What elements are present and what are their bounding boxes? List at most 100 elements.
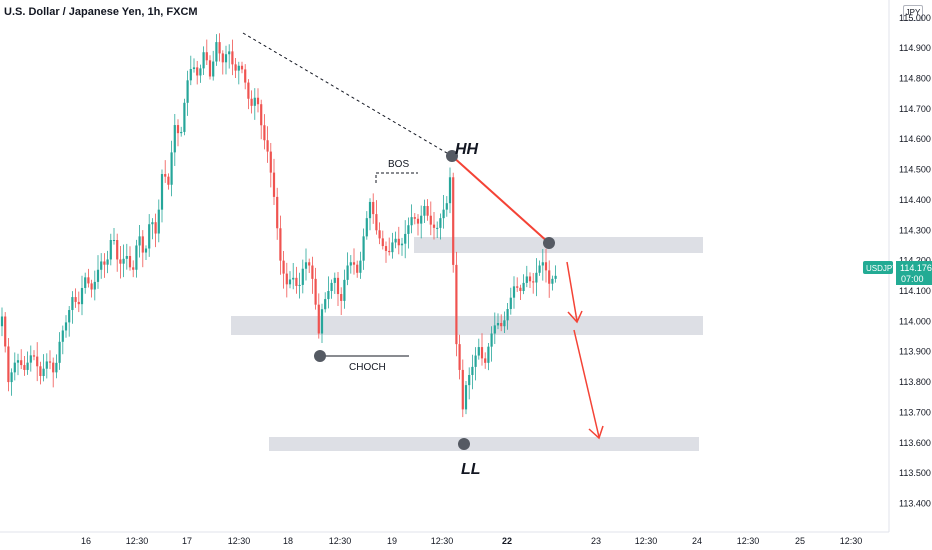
candle-body xyxy=(394,238,397,243)
candle-body xyxy=(192,67,196,70)
y-tick-label: 114.500 xyxy=(899,165,931,175)
y-tick-label: 115.000 xyxy=(899,13,931,23)
candle-body xyxy=(516,286,519,288)
candle-body xyxy=(356,264,359,273)
candle-body xyxy=(221,53,224,63)
candle-body xyxy=(144,248,148,253)
price-tag-countdown: 07:00 xyxy=(901,274,924,284)
candle-body xyxy=(7,346,10,383)
lower-high-line[interactable] xyxy=(451,155,550,244)
candle-body xyxy=(189,69,192,81)
candle-body xyxy=(253,97,256,106)
bos-line[interactable] xyxy=(375,172,418,183)
x-tick-label: 12:30 xyxy=(228,536,251,546)
candle-body xyxy=(186,80,189,103)
candle-body xyxy=(116,240,119,260)
candle-body xyxy=(266,140,269,152)
y-tick-label: 113.600 xyxy=(899,438,931,448)
candle-body xyxy=(36,356,39,367)
candle-body xyxy=(343,279,346,301)
candle-body xyxy=(132,267,135,270)
candle-body xyxy=(52,362,55,373)
projection-arrows[interactable] xyxy=(566,261,604,440)
candle-body xyxy=(32,355,36,357)
candle-body xyxy=(452,177,455,265)
x-tick-label: 19 xyxy=(387,536,397,546)
choch-point[interactable] xyxy=(314,350,326,362)
candle-body xyxy=(151,222,154,225)
candle-body xyxy=(311,265,314,279)
lower-high-point[interactable] xyxy=(543,237,555,249)
price-tag-value-box xyxy=(896,261,932,285)
candle-body xyxy=(96,269,100,282)
candle-body xyxy=(45,361,48,369)
candle-body xyxy=(160,174,164,210)
candle-body xyxy=(48,361,52,363)
ll-point[interactable] xyxy=(458,438,470,450)
x-tick-label: 12:30 xyxy=(126,536,149,546)
candle-body xyxy=(359,260,362,273)
candle-body xyxy=(157,209,160,234)
candle-body xyxy=(208,60,212,77)
candle-body xyxy=(493,325,496,334)
ll-label: LL xyxy=(461,461,481,478)
candle-body xyxy=(439,218,442,228)
x-tick-label: 12:30 xyxy=(329,536,352,546)
candle-body xyxy=(365,218,368,237)
y-tick-label: 114.900 xyxy=(899,43,931,53)
candle-body xyxy=(20,360,23,366)
candle-body xyxy=(426,206,429,216)
support-zone[interactable] xyxy=(231,316,703,335)
candle-body xyxy=(503,320,506,327)
candle-body xyxy=(410,217,413,226)
candle-body xyxy=(282,260,285,274)
candle-body xyxy=(64,322,68,331)
candle-body xyxy=(215,42,218,62)
candle-body xyxy=(480,347,484,359)
candle-body xyxy=(397,238,400,246)
candle-body xyxy=(378,230,381,239)
candle-body xyxy=(84,277,87,288)
candle-body xyxy=(23,365,26,370)
candle-body xyxy=(330,282,333,292)
candle-body xyxy=(298,284,301,286)
candle-body xyxy=(80,287,84,305)
candle-body xyxy=(112,240,116,242)
candle-body xyxy=(381,238,384,247)
candle-body xyxy=(455,264,458,345)
candle-body xyxy=(42,368,45,377)
hh-point[interactable] xyxy=(446,150,458,162)
candle-body xyxy=(416,218,420,224)
candle-body xyxy=(436,227,439,229)
currency-label[interactable]: JPY xyxy=(903,5,923,21)
price-tag[interactable]: USDJPY 114.176 07:00 xyxy=(863,261,932,285)
candle-body xyxy=(176,125,180,134)
x-tick-label: 12:30 xyxy=(840,536,863,546)
resistance-zone[interactable] xyxy=(414,237,703,253)
candle-body xyxy=(128,255,132,268)
candle-body xyxy=(535,272,538,283)
candle-body xyxy=(407,225,410,234)
candle-body xyxy=(234,64,237,71)
candle-body xyxy=(141,236,144,253)
candle-body xyxy=(420,215,423,224)
y-tick-label: 114.300 xyxy=(899,225,931,235)
y-tick-label: 113.400 xyxy=(899,499,931,509)
y-tick-label: 113.500 xyxy=(899,468,931,478)
candle-body xyxy=(77,301,80,305)
x-tick-label: 18 xyxy=(283,536,293,546)
target-zone[interactable] xyxy=(269,437,699,451)
price-tag-symbol: USDJPY xyxy=(866,264,898,273)
candle-body xyxy=(125,255,128,259)
candle-body xyxy=(352,262,356,265)
candle-body xyxy=(16,360,20,363)
candle-body xyxy=(375,214,378,231)
x-tick-label: 25 xyxy=(795,536,805,546)
candle-body xyxy=(484,358,487,363)
candle-body xyxy=(544,262,548,271)
dashed-trendline[interactable] xyxy=(242,32,453,157)
y-tick-label: 114.700 xyxy=(899,104,931,114)
candle-body xyxy=(471,366,474,375)
